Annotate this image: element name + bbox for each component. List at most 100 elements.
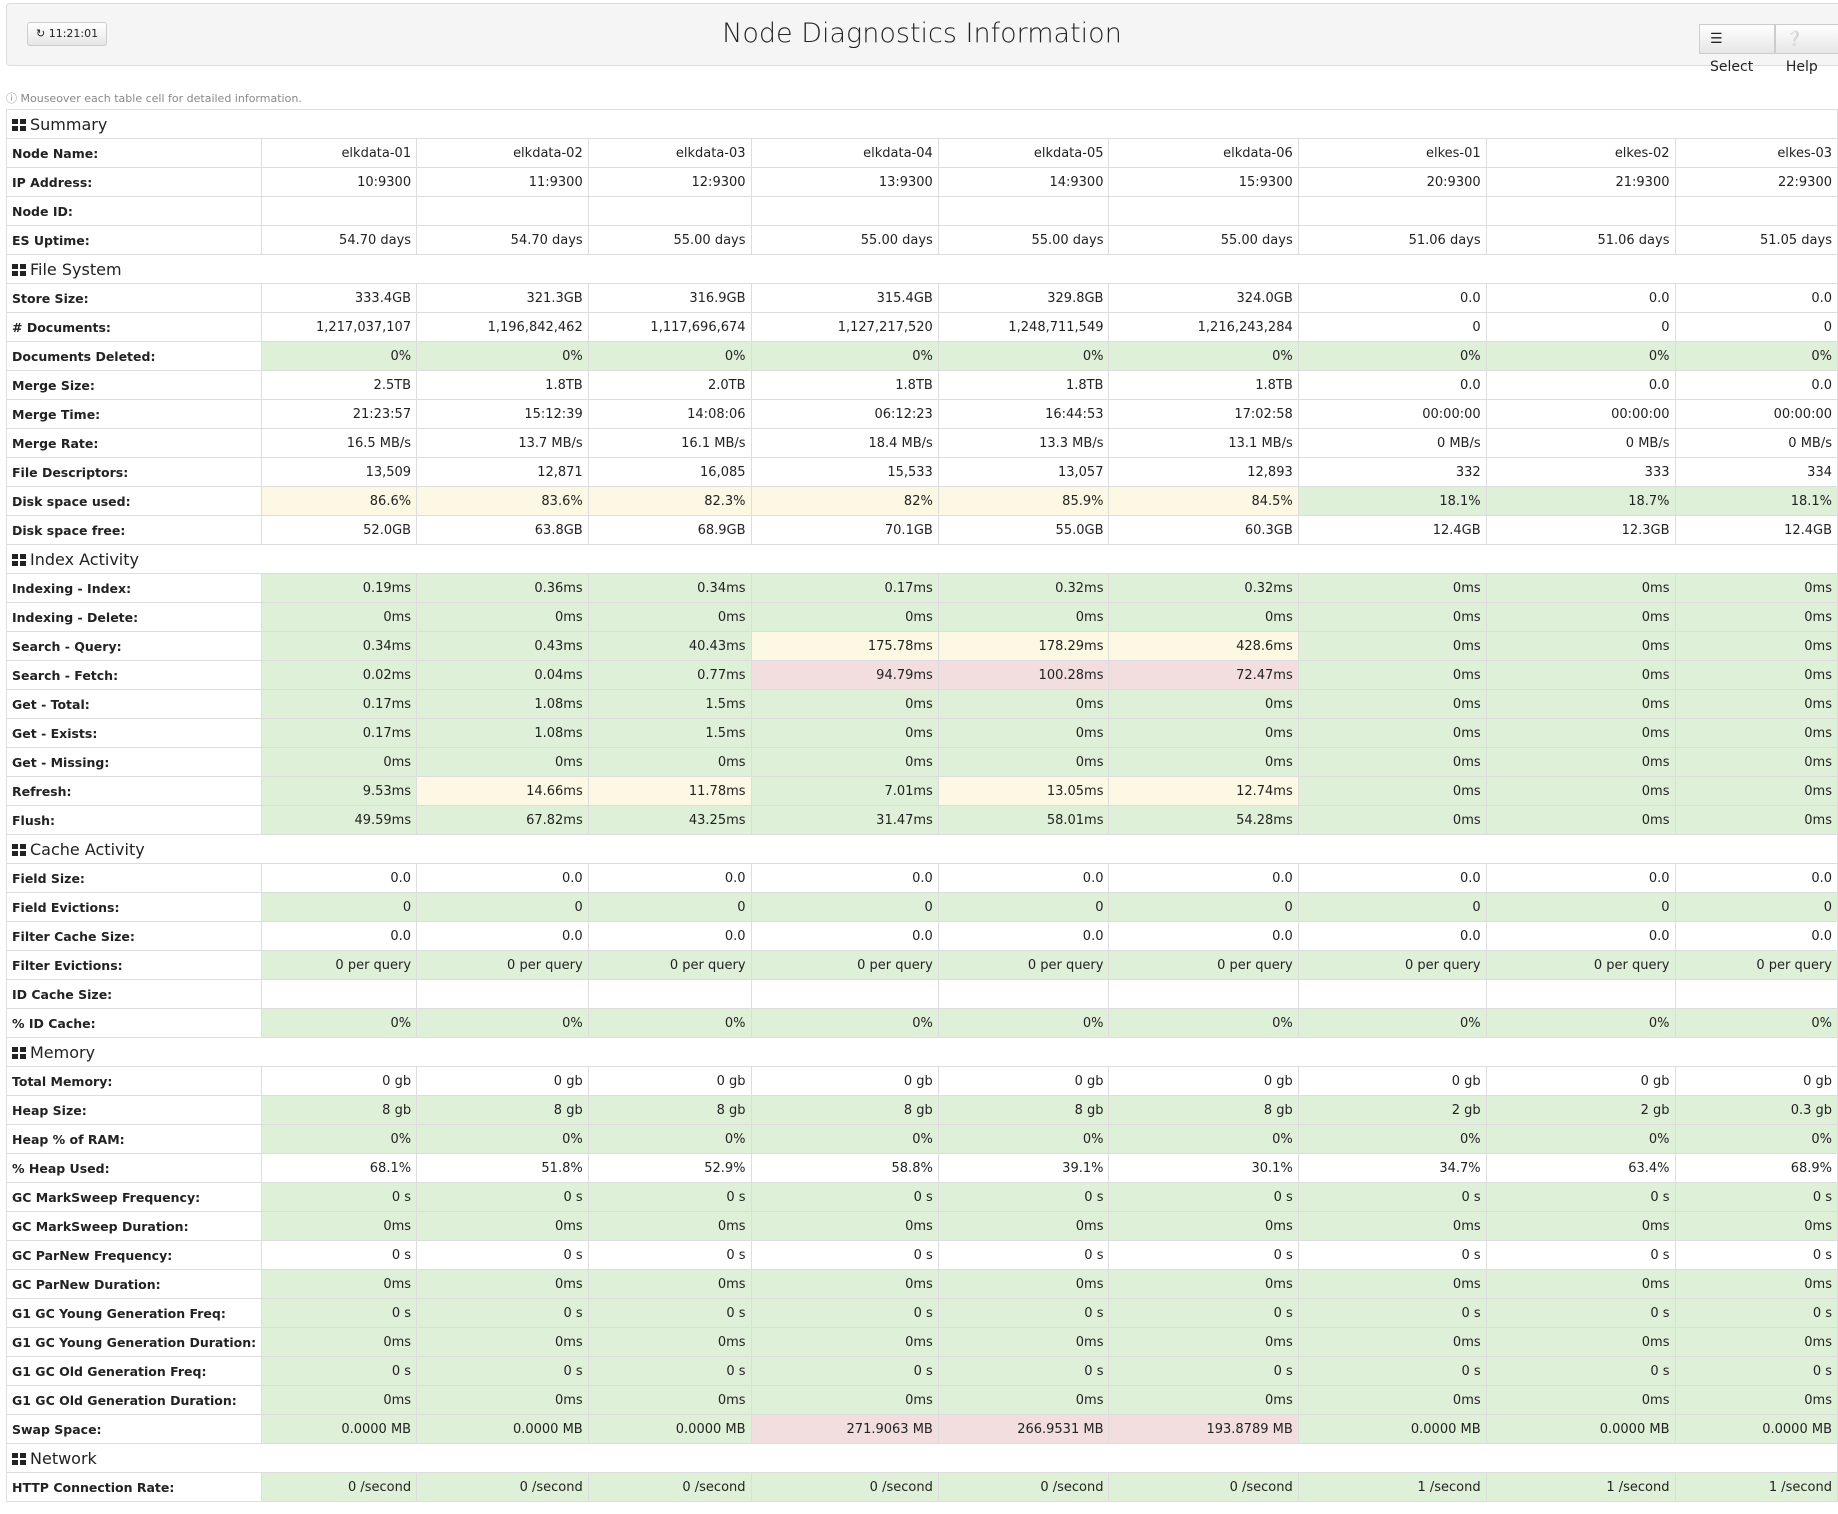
table-cell[interactable]: 0ms xyxy=(1674,602,1838,632)
table-cell[interactable]: elkes-01 xyxy=(1297,138,1487,168)
table-cell[interactable]: 13.7 MB/s xyxy=(416,428,589,458)
table-cell[interactable]: 0.0 xyxy=(750,863,939,893)
table-cell[interactable]: 193.8789 MB xyxy=(1108,1414,1299,1444)
table-cell[interactable]: 1,216,243,284 xyxy=(1108,312,1299,342)
table-cell[interactable]: 0% xyxy=(587,1124,752,1154)
table-cell[interactable]: 0% xyxy=(937,341,1110,371)
table-cell[interactable]: 0ms xyxy=(937,718,1110,748)
table-cell[interactable]: 13,057 xyxy=(937,457,1110,487)
table-cell[interactable]: 0.0000 MB xyxy=(1297,1414,1487,1444)
table-cell[interactable]: 0.0000 MB xyxy=(261,1414,418,1444)
table-cell[interactable]: 0ms xyxy=(937,689,1110,719)
table-cell[interactable] xyxy=(416,979,589,1009)
table-cell[interactable]: 0.0 xyxy=(1674,370,1838,400)
table-cell[interactable]: 0 /second xyxy=(416,1472,589,1502)
table-cell[interactable]: 63.4% xyxy=(1485,1153,1676,1183)
table-cell[interactable]: 0 s xyxy=(1108,1182,1299,1212)
table-cell[interactable]: 55.00 days xyxy=(1108,225,1299,255)
table-cell[interactable]: 0 s xyxy=(1485,1240,1676,1270)
table-cell[interactable]: 82.3% xyxy=(587,486,752,516)
table-cell[interactable] xyxy=(1297,196,1487,226)
table-cell[interactable]: 0 xyxy=(1674,892,1838,922)
table-cell[interactable]: 18.1% xyxy=(1297,486,1487,516)
table-cell[interactable]: 0 s xyxy=(1108,1356,1299,1386)
table-cell[interactable]: 94.79ms xyxy=(750,660,939,690)
table-cell[interactable]: 12,893 xyxy=(1108,457,1299,487)
table-cell[interactable]: 0 s xyxy=(416,1240,589,1270)
table-cell[interactable]: 0 gb xyxy=(416,1066,589,1096)
table-cell[interactable]: 63.8GB xyxy=(416,515,589,545)
table-cell[interactable]: 0.32ms xyxy=(1108,573,1299,603)
table-cell[interactable]: 0ms xyxy=(587,1327,752,1357)
table-cell[interactable]: 0ms xyxy=(1485,1269,1676,1299)
table-cell[interactable]: elkdata-04 xyxy=(750,138,939,168)
table-cell[interactable]: 0 xyxy=(587,892,752,922)
table-cell[interactable]: 49.59ms xyxy=(261,805,418,835)
table-cell[interactable]: 12.4GB xyxy=(1297,515,1487,545)
table-cell[interactable]: 51.06 days xyxy=(1297,225,1487,255)
table-cell[interactable]: 0ms xyxy=(416,602,589,632)
table-cell[interactable]: 0 s xyxy=(1674,1298,1838,1328)
table-cell[interactable]: 0ms xyxy=(1108,602,1299,632)
table-cell[interactable] xyxy=(1485,196,1676,226)
table-cell[interactable]: 58.8% xyxy=(750,1153,939,1183)
table-cell[interactable]: 0 MB/s xyxy=(1674,428,1838,458)
table-cell[interactable]: 0 s xyxy=(937,1240,1110,1270)
table-cell[interactable]: elkdata-03 xyxy=(587,138,752,168)
table-cell[interactable]: 1.8TB xyxy=(416,370,589,400)
table-cell[interactable]: 0ms xyxy=(937,1269,1110,1299)
table-cell[interactable]: 0 MB/s xyxy=(1297,428,1487,458)
table-cell[interactable]: 1 /second xyxy=(1674,1472,1838,1502)
table-cell[interactable]: 13,509 xyxy=(261,457,418,487)
table-cell[interactable]: 55.00 days xyxy=(750,225,939,255)
table-cell[interactable]: 31.47ms xyxy=(750,805,939,835)
table-cell[interactable]: 271.9063 MB xyxy=(750,1414,939,1444)
table-cell[interactable]: 0.0 xyxy=(1485,283,1676,313)
table-cell[interactable]: 0ms xyxy=(1674,1385,1838,1415)
table-cell[interactable]: 16,085 xyxy=(587,457,752,487)
table-cell[interactable]: 0.0 xyxy=(1108,863,1299,893)
table-cell[interactable]: 0ms xyxy=(1485,718,1676,748)
table-cell[interactable]: 1,248,711,549 xyxy=(937,312,1110,342)
table-cell[interactable]: 0 s xyxy=(1297,1240,1487,1270)
table-cell[interactable]: 0.0 xyxy=(1674,921,1838,951)
table-cell[interactable]: 52.9% xyxy=(587,1153,752,1183)
table-cell[interactable]: 0 s xyxy=(416,1298,589,1328)
table-cell[interactable]: 0.34ms xyxy=(261,631,418,661)
table-cell[interactable]: 0 per query xyxy=(750,950,939,980)
table-cell[interactable]: 0.0 xyxy=(937,863,1110,893)
table-cell[interactable]: 0.0 xyxy=(1297,283,1487,313)
table-cell[interactable]: 0 s xyxy=(1108,1298,1299,1328)
table-cell[interactable]: 17:02:58 xyxy=(1108,399,1299,429)
table-cell[interactable]: 0.0 xyxy=(261,921,418,951)
table-cell[interactable]: 0 xyxy=(1485,892,1676,922)
table-cell[interactable]: 0ms xyxy=(750,718,939,748)
table-cell[interactable]: 0.0 xyxy=(587,921,752,951)
table-cell[interactable]: 0ms xyxy=(750,1327,939,1357)
table-cell[interactable]: 1,217,037,107 xyxy=(261,312,418,342)
table-cell[interactable]: 0 gb xyxy=(1485,1066,1676,1096)
table-cell[interactable]: 0 gb xyxy=(587,1066,752,1096)
table-cell[interactable]: 1.5ms xyxy=(587,718,752,748)
table-cell[interactable]: 0.77ms xyxy=(587,660,752,690)
table-cell[interactable]: 0 /second xyxy=(587,1472,752,1502)
table-cell[interactable]: 0ms xyxy=(937,1211,1110,1241)
table-cell[interactable]: 0ms xyxy=(416,1211,589,1241)
table-cell[interactable]: 0ms xyxy=(1297,747,1487,777)
table-cell[interactable]: 1 /second xyxy=(1297,1472,1487,1502)
table-cell[interactable]: 0 s xyxy=(1297,1356,1487,1386)
table-cell[interactable]: 316.9GB xyxy=(587,283,752,313)
table-cell[interactable]: 175.78ms xyxy=(750,631,939,661)
table-cell[interactable]: 0.0 xyxy=(1674,863,1838,893)
table-cell[interactable]: 14:9300 xyxy=(937,167,1110,197)
table-cell[interactable]: 0 xyxy=(1485,312,1676,342)
table-cell[interactable]: 0ms xyxy=(587,1211,752,1241)
table-cell[interactable]: 0ms xyxy=(1297,1327,1487,1357)
table-cell[interactable] xyxy=(261,196,418,226)
table-cell[interactable]: 100.28ms xyxy=(937,660,1110,690)
table-cell[interactable]: 8 gb xyxy=(416,1095,589,1125)
table-cell[interactable]: 0ms xyxy=(1108,689,1299,719)
table-cell[interactable]: 21:9300 xyxy=(1485,167,1676,197)
table-cell[interactable]: 8 gb xyxy=(261,1095,418,1125)
table-cell[interactable]: 334 xyxy=(1674,457,1838,487)
